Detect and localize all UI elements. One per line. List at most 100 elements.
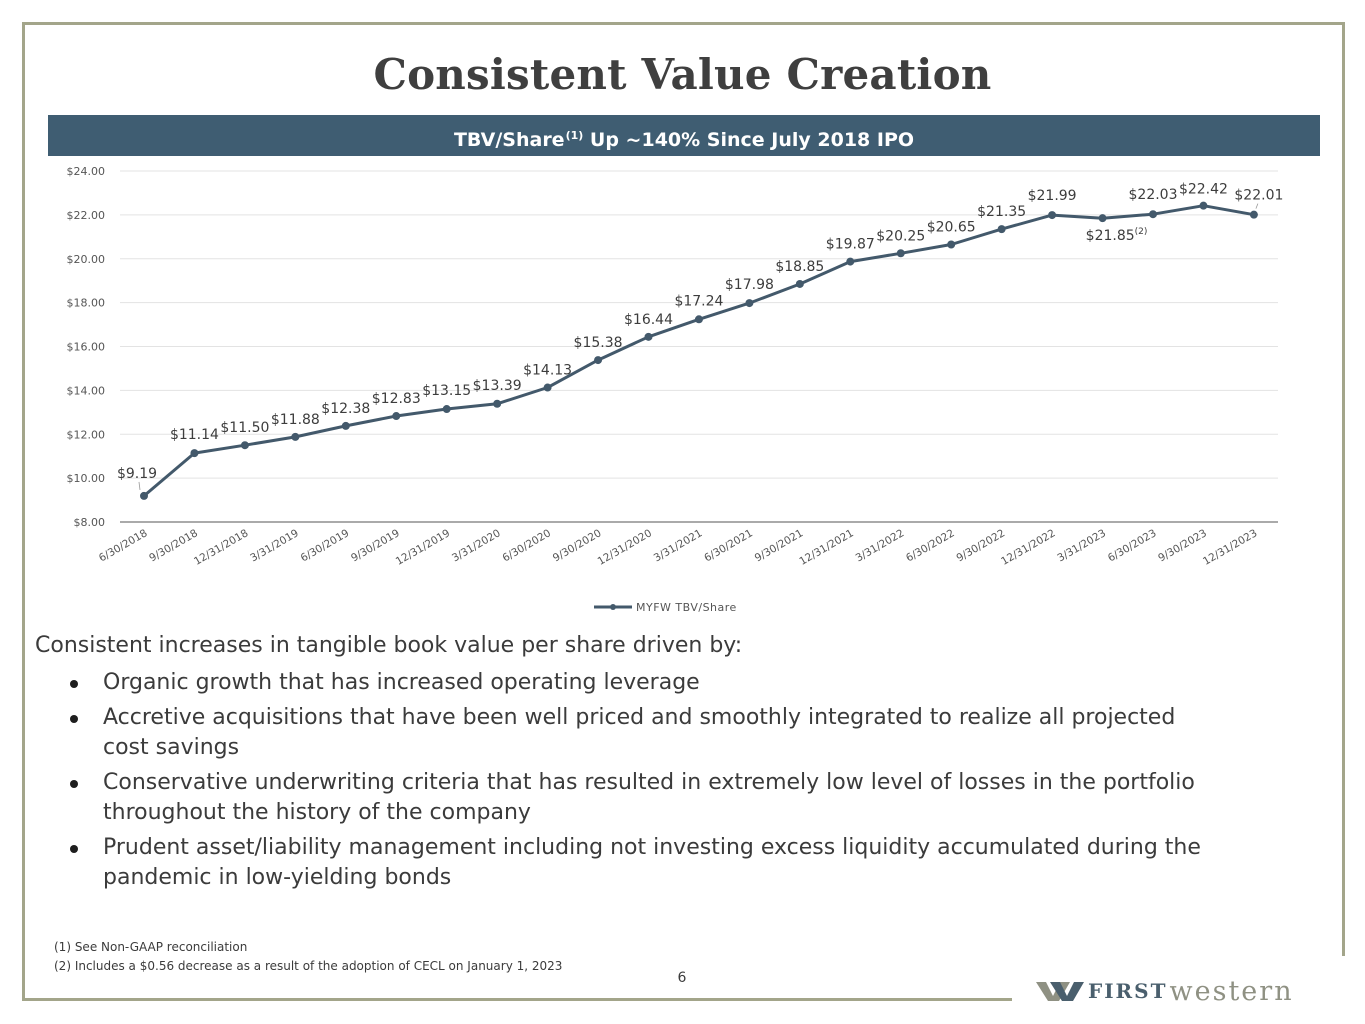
series-point — [341, 421, 350, 430]
series-point — [745, 299, 754, 308]
slide-title: Consistent Value Creation — [373, 50, 992, 99]
data-label: $18.85 — [775, 259, 824, 275]
series-point — [1098, 214, 1107, 223]
series-point — [997, 225, 1006, 234]
series-point — [644, 332, 653, 341]
x-tick-label: 12/31/2022 — [999, 527, 1057, 568]
banner-superscript: (1) — [565, 129, 584, 142]
tbv-line-chart: $8.00 $10.00 $12.00 $14.00 $16.00 $18.00 $20.0… — [67, 165, 1284, 614]
logo-text-first: FIRST — [1088, 979, 1168, 1003]
series-point — [190, 449, 199, 458]
bullet-dot-icon — [70, 715, 78, 723]
x-tick-label: 3/31/2019 — [248, 527, 301, 564]
series-point — [694, 315, 703, 324]
logo-text-western: western — [1169, 975, 1294, 1007]
series-point — [846, 257, 855, 266]
series-point — [140, 491, 148, 500]
y-tick-label: $12.00 — [67, 428, 106, 441]
x-tick-label: 6/30/2023 — [1106, 527, 1159, 564]
y-tick-label: $20.00 — [67, 253, 106, 266]
data-label: $21.85(2) — [1086, 227, 1148, 244]
x-tick-label: 6/30/2019 — [299, 527, 352, 564]
data-label: $12.83 — [372, 391, 421, 407]
x-tick-label: 6/30/2018 — [97, 527, 150, 564]
data-label: $13.39 — [473, 378, 522, 394]
legend-label: MYFW TBV/Share — [636, 601, 737, 614]
data-label: $13.15 — [422, 383, 471, 399]
data-label: $14.13 — [523, 363, 572, 379]
legend-marker-icon — [610, 604, 616, 610]
series-point — [1048, 211, 1057, 220]
x-tick-label: 6/30/2022 — [904, 527, 957, 564]
series-point — [1199, 201, 1208, 210]
data-label: $19.87 — [826, 237, 875, 253]
y-tick-label: $22.00 — [67, 209, 106, 222]
x-tick-label: 12/31/2021 — [797, 527, 855, 568]
x-tick-label: 3/31/2023 — [1055, 527, 1108, 564]
data-label: $22.03 — [1129, 187, 1178, 203]
data-label: $15.38 — [574, 335, 623, 351]
x-tick-label: 12/31/2023 — [1201, 527, 1259, 568]
data-label: $11.88 — [271, 412, 320, 428]
bullet-item: Prudent asset/liability management inclu… — [68, 833, 1218, 893]
data-label: $11.50 — [220, 420, 269, 436]
data-label: $21.99 — [1028, 188, 1077, 204]
series-line — [143, 204, 1255, 498]
company-logo: FIRST western — [1036, 975, 1294, 1007]
bullet-text: Organic growth that has increased operat… — [103, 670, 700, 695]
x-tick-label: 12/31/2018 — [192, 527, 250, 568]
data-label-footnote: (2) — [1135, 227, 1148, 237]
data-label: $17.98 — [725, 277, 774, 293]
series-point — [392, 412, 401, 421]
x-tick-label: 12/31/2020 — [596, 527, 654, 568]
y-tick-label: $14.00 — [67, 384, 106, 397]
y-tick-label: $8.00 — [74, 516, 106, 529]
x-tick-label: 12/31/2019 — [394, 527, 452, 568]
series-point — [1249, 210, 1258, 219]
data-label: $22.01 — [1234, 188, 1283, 204]
data-label: $21.35 — [977, 204, 1026, 220]
data-label: $22.42 — [1179, 182, 1228, 198]
x-tick-label: 3/31/2021 — [652, 527, 705, 564]
intro-text: Consistent increases in tangible book va… — [35, 633, 743, 658]
bullet-dot-icon — [70, 845, 78, 853]
bullet-dot-icon — [70, 780, 78, 788]
data-label: $20.65 — [927, 219, 976, 235]
data-label: $11.14 — [170, 427, 219, 443]
banner-text-rest: Up ~140% Since July 2018 IPO — [583, 129, 915, 151]
series-point — [291, 432, 300, 441]
bullet-list: Organic growth that has increased operat… — [68, 668, 1218, 898]
data-label: $16.44 — [624, 312, 673, 328]
series-point — [947, 240, 956, 249]
bullet-text: Prudent asset/liability management inclu… — [103, 835, 1201, 890]
x-tick-label: 3/31/2020 — [450, 527, 503, 564]
footnote-2: (2) Includes a $0.56 decrease as a resul… — [54, 959, 563, 973]
slide-frame-top — [22, 22, 1345, 25]
series-point — [240, 441, 249, 450]
x-tick-label: 3/31/2022 — [854, 527, 907, 564]
x-tick-label: 6/30/2021 — [702, 527, 755, 564]
bullet-item: Accretive acquisitions that have been we… — [68, 703, 1218, 763]
bullet-item: Conservative underwriting criteria that … — [68, 768, 1218, 828]
series-point — [594, 356, 603, 365]
data-label: $17.24 — [674, 293, 723, 309]
bullet-text: Accretive acquisitions that have been we… — [103, 705, 1176, 760]
banner-text: TBV/Share — [453, 129, 565, 151]
slide-frame-bottom — [22, 998, 1012, 1001]
y-tick-label: $18.00 — [67, 297, 106, 310]
slide-frame-right — [1342, 22, 1345, 956]
series-point — [493, 399, 502, 408]
data-label: $9.19 — [117, 466, 157, 482]
y-tick-label: $24.00 — [67, 165, 106, 178]
series-point — [543, 383, 552, 392]
data-label-leader-line — [138, 481, 141, 490]
page-number: 6 — [677, 970, 687, 986]
series-point — [442, 405, 451, 414]
data-label: $12.38 — [321, 401, 370, 417]
y-tick-label: $16.00 — [67, 341, 106, 354]
bullet-dot-icon — [70, 680, 78, 688]
footnote-1: (1) See Non-GAAP reconciliation — [54, 940, 248, 954]
series-point — [1149, 210, 1157, 219]
chart-banner: TBV/Share(1) Up ~140% Since July 2018 IP… — [48, 115, 1320, 156]
bullet-text: Conservative underwriting criteria that … — [103, 770, 1195, 825]
